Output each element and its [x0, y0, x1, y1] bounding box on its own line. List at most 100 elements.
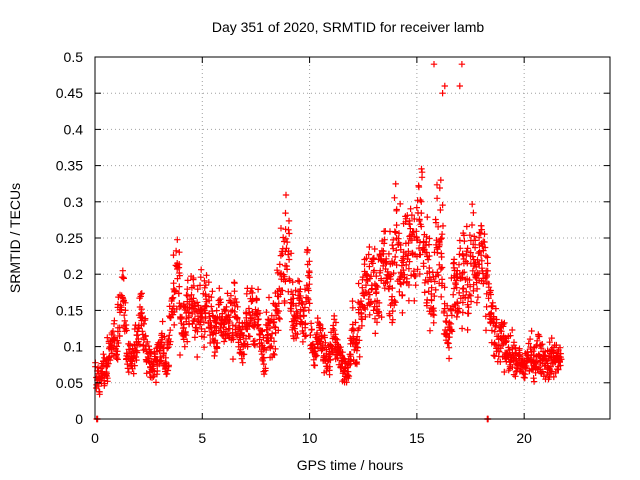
data-point [234, 315, 241, 323]
data-point [114, 328, 122, 335]
data-point [405, 265, 413, 272]
data-point [332, 335, 340, 342]
data-point [378, 313, 385, 321]
data-point [200, 333, 208, 341]
data-point [477, 230, 484, 237]
data-point [438, 264, 446, 271]
data-point [501, 368, 508, 376]
data-point [138, 290, 145, 297]
data-point [391, 228, 398, 235]
x-tick-label: 15 [409, 430, 425, 446]
data-point [428, 284, 435, 291]
data-point [244, 341, 251, 348]
data-point [441, 82, 448, 90]
data-point [256, 336, 263, 343]
data-point [112, 345, 119, 353]
data-point [438, 293, 445, 300]
y-tick-label: 0.05 [56, 375, 83, 391]
data-point [556, 344, 564, 351]
data-point [277, 252, 285, 259]
data-point [397, 280, 404, 287]
data-point [485, 295, 492, 302]
data-point [473, 285, 481, 293]
data-point [362, 313, 369, 321]
data-point [484, 254, 491, 261]
data-point [501, 319, 508, 327]
data-point [458, 61, 466, 68]
data-point [288, 300, 296, 307]
data-point [159, 318, 166, 325]
data-point [308, 326, 315, 334]
data-point [481, 244, 489, 251]
data-point [474, 294, 482, 301]
data-point [557, 350, 564, 357]
data-point [301, 286, 309, 293]
data-point [316, 324, 323, 331]
data-point [318, 347, 325, 354]
data-point [430, 319, 437, 326]
data-point [537, 341, 545, 349]
data-point [464, 301, 471, 308]
data-point [436, 239, 443, 247]
data-point [229, 355, 237, 363]
data-point [292, 287, 299, 294]
data-point [445, 355, 453, 362]
data-point [248, 298, 255, 305]
data-point [355, 280, 362, 287]
data-point [358, 310, 365, 318]
data-point [483, 303, 490, 310]
data-point [119, 267, 126, 274]
data-point [301, 304, 309, 311]
data-point [169, 294, 177, 301]
data-point [313, 329, 321, 337]
data-point [484, 267, 491, 275]
data-point [470, 241, 477, 248]
data-point [294, 277, 302, 284]
data-point [163, 370, 171, 377]
data-point [347, 357, 354, 365]
y-tick-label: 0 [75, 411, 83, 427]
data-point [176, 351, 184, 359]
data-point [103, 370, 110, 377]
data-point [349, 304, 356, 311]
data-point [370, 307, 377, 314]
data-point [110, 335, 117, 342]
data-point [184, 292, 191, 300]
data-point [358, 316, 366, 323]
data-point [437, 176, 444, 184]
data-point [280, 271, 287, 278]
y-axis-label: SRMTID / TECUs [7, 183, 23, 293]
data-point [254, 322, 261, 329]
data-point [299, 301, 306, 308]
data-point [138, 306, 145, 313]
data-point [392, 180, 399, 188]
data-point [344, 371, 351, 379]
data-point [464, 326, 471, 334]
data-point [163, 345, 171, 352]
data-point [390, 236, 397, 244]
data-point [196, 282, 204, 289]
data-point [329, 325, 337, 332]
data-point [208, 294, 215, 301]
data-point [392, 299, 399, 306]
data-point [380, 228, 388, 235]
data-point [447, 320, 455, 328]
data-point [170, 280, 177, 287]
data-point [384, 278, 391, 286]
data-point [424, 256, 432, 263]
data-point [322, 339, 329, 346]
data-point [96, 388, 103, 396]
y-tick-label: 0.4 [64, 121, 84, 137]
data-point [357, 297, 365, 305]
data-point [227, 292, 235, 299]
data-point [189, 320, 196, 328]
data-point [106, 354, 113, 361]
data-point [191, 334, 199, 341]
data-point [500, 321, 507, 328]
data-point [375, 299, 383, 307]
data-point [423, 302, 431, 309]
data-point [413, 228, 420, 235]
data-point [209, 288, 216, 295]
data-point [438, 231, 446, 238]
data-point [437, 235, 444, 243]
